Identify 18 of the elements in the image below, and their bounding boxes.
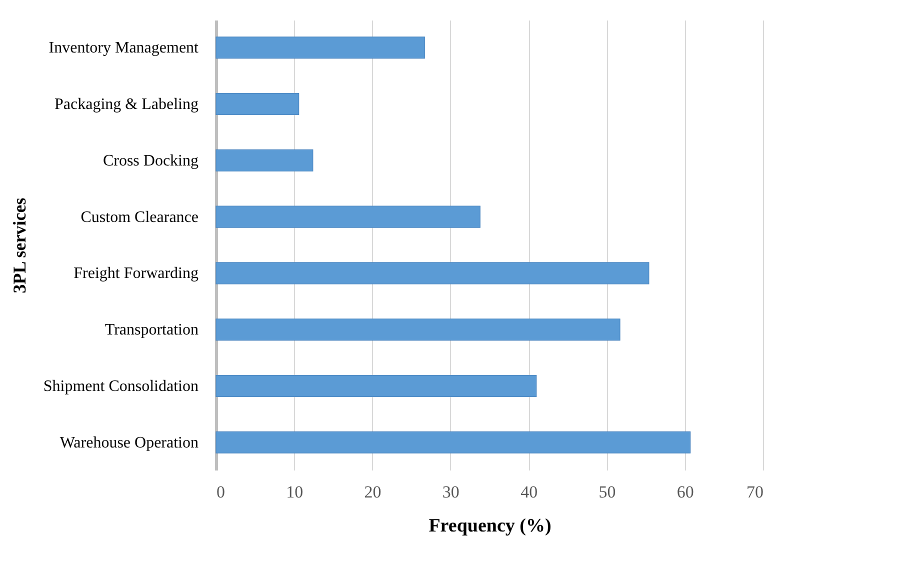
x-tick-label: 0 [216,482,225,502]
x-tick-label: 30 [442,482,460,502]
x-axis-title: Frequency (%) [428,516,552,536]
x-tick-label: 40 [520,482,538,502]
x-tick-label: 10 [286,482,304,502]
y-tick-label: Freight Forwarding [74,265,198,282]
y-axis-title: 3PL services [9,198,30,294]
y-tick-label: Cross Docking [102,152,198,170]
x-tick-label: 20 [364,482,382,502]
y-tick-label: Shipment Consolidation [43,378,198,395]
x-tick-label: 60 [676,482,694,502]
y-tick-label: Warehouse Operation [60,434,198,452]
y-tick-label: Inventory Management [48,40,200,57]
y-tick-label: Transportation [104,322,198,339]
y-tick-label: Custom Clearance [80,208,198,226]
y-tick-label: Packaging & Labeling [54,96,198,114]
x-tick-label: 70 [746,482,764,502]
x-tick-label: 50 [598,482,616,502]
